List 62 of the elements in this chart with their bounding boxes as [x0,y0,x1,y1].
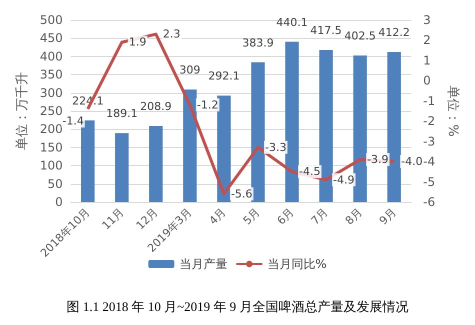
data-label: 309 [179,64,200,77]
y-tick-label: 50 [48,176,63,191]
y-tick-label: 0 [55,195,63,209]
data-label: 417.5 [310,24,342,38]
bar [387,52,401,202]
data-label: 440.1 [276,16,308,29]
bar [115,133,129,202]
y2-tick-label: -5 [423,174,436,189]
x-tick-label: 12月 [134,205,160,232]
data-label: -4.0 [401,155,423,168]
x-tick-label: 9月 [376,205,399,228]
x-tick-label: 5月 [240,205,263,228]
data-label: -5.6 [230,187,252,200]
y-tick-label: 500 [40,13,63,27]
data-label: 189.1 [106,107,138,120]
y-tick-label: 450 [40,31,63,46]
data-label: 292.1 [208,70,240,83]
y2-tick-label: 2 [423,33,431,48]
y-axis-title: 单位：万千升 [15,72,30,150]
data-label: -1.4 [62,114,84,128]
bar [319,50,333,202]
y2-tick-label: -1 [423,94,436,108]
data-label: 383.9 [242,36,274,50]
y-tick-label: 200 [40,122,63,136]
y-tick-label: 250 [40,104,63,118]
data-label: -4.5 [299,165,320,178]
data-label: 1.9 [128,36,146,49]
data-label: -4.9 [333,173,355,186]
bar [183,90,197,202]
y2-tick-label: -2 [423,114,436,128]
y-tick-label: 400 [40,49,63,64]
x-tick-label: 4月 [206,205,229,228]
x-tick-label: 11月 [100,205,126,232]
legend-label: 当月产量 [179,257,228,271]
bar [285,42,299,202]
caption: 图 1.1 2018 年 10 月~2019 年 9 月全国啤酒总产量及发展情况 [66,299,408,314]
y2-tick-label: 1 [423,53,431,68]
y2-tick-label: -3 [423,134,436,148]
data-label: 402.5 [344,29,376,42]
y-tick-label: 100 [40,158,63,173]
legend-label: 当月同比% [267,257,327,271]
bar [149,126,163,202]
x-tick-label: 8月 [342,205,365,228]
data-label: 208.9 [140,100,172,113]
data-label: 412.2 [378,26,410,39]
data-label: 2.3 [162,28,180,41]
y2-tick-label: -4 [423,154,436,169]
y-tick-label: 150 [40,140,63,154]
data-label: -3.3 [264,140,286,154]
y2-axis-title: 单位：% [445,85,460,137]
x-tick-label: 7月 [308,205,331,228]
y2-tick-label: 3 [423,13,431,27]
y-tick-label: 350 [40,68,63,82]
y2-tick-label: 0 [423,74,431,88]
bar [353,55,367,202]
data-label: -3.9 [367,153,389,166]
data-label: -1.2 [196,98,218,112]
bar [217,96,231,202]
bar [251,62,265,202]
x-tick-label: 6月 [274,205,297,228]
y2-tick-label: -6 [423,195,436,209]
y-tick-label: 300 [40,86,63,100]
